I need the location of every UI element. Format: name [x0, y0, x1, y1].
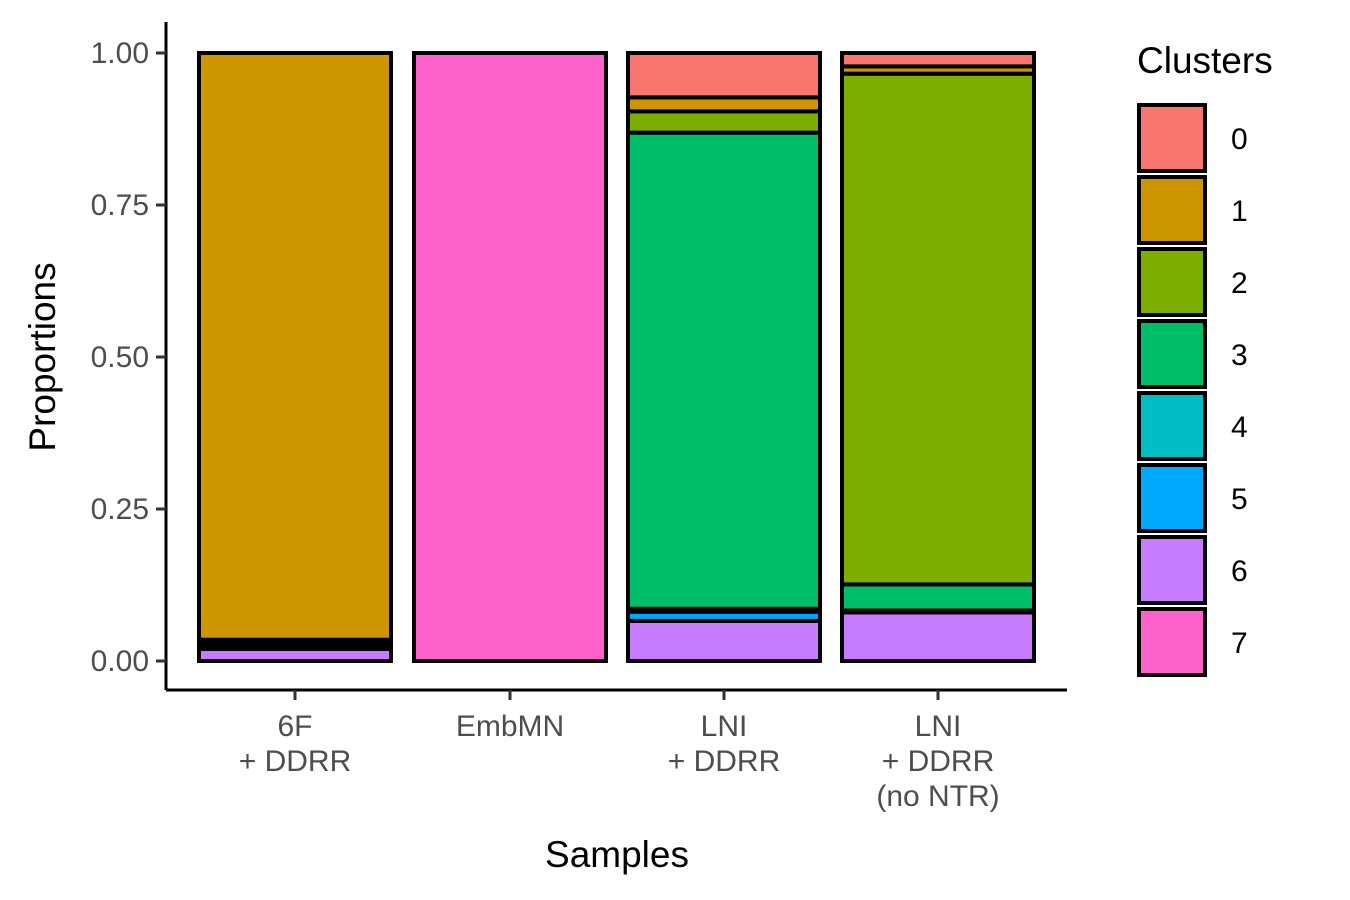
legend-key [1137, 607, 1207, 677]
x-axis: 6F + DDRR EmbMN LNI + DDRR LNI + DDRR (no NTR) [166, 688, 1067, 813]
legend-title: Clusters [1137, 40, 1273, 81]
legend-key [1137, 103, 1207, 173]
legend: Clusters 0 1 2 3 4 5 6 7 [1137, 40, 1273, 677]
legend-item-0: 0 [1137, 103, 1248, 173]
legend-key [1137, 535, 1207, 605]
bar-group-0 [197, 51, 393, 664]
legend-label: 0 [1231, 123, 1248, 156]
legend-key [1137, 175, 1207, 245]
y-tick-label: 0.00 [91, 645, 149, 678]
bar-segment-cluster-3 [626, 130, 822, 611]
legend-item-4: 4 [1137, 391, 1248, 461]
legend-key [1137, 319, 1207, 389]
y-axis-title: Proportions [22, 262, 63, 451]
y-tick-label: 1.00 [91, 37, 149, 70]
legend-key [1137, 463, 1207, 533]
plot-area [197, 51, 1036, 664]
bar-segment-cluster-6 [626, 618, 822, 664]
bar-segment-cluster-7 [412, 51, 608, 663]
bar-segment-cluster-0 [840, 51, 1036, 69]
legend-key [1137, 247, 1207, 317]
x-tick-label: LNI + DDRR (no NTR) [876, 710, 999, 813]
bar-segment-cluster-2 [626, 109, 822, 135]
legend-item-2: 2 [1137, 247, 1248, 317]
y-axis: 0.00 0.25 0.50 0.75 1.00 [91, 22, 168, 690]
y-tick-label: 0.75 [91, 189, 149, 222]
bar-segment-cluster-1 [197, 51, 393, 642]
legend-item-6: 6 [1137, 535, 1248, 605]
legend-label: 4 [1231, 411, 1248, 444]
legend-label: 7 [1231, 627, 1248, 660]
legend-item-3: 3 [1137, 319, 1248, 389]
legend-label: 6 [1231, 555, 1248, 588]
bar-segment-cluster-6 [840, 610, 1036, 663]
bar-group-1 [412, 51, 608, 663]
legend-key [1137, 391, 1207, 461]
x-axis-title: Samples [545, 834, 689, 875]
y-tick-label: 0.50 [91, 341, 149, 374]
legend-item-7: 7 [1137, 607, 1248, 677]
bar-group-2 [626, 51, 822, 664]
bar-segment-cluster-1 [626, 95, 822, 114]
x-tick-label: 6F + DDRR [239, 710, 352, 778]
bar-segment-cluster-2 [840, 71, 1036, 587]
bar-segment-cluster-0 [626, 51, 822, 100]
x-tick-label: LNI + DDRR [668, 710, 781, 778]
bar-group-3 [840, 51, 1036, 663]
y-tick-label: 0.25 [91, 493, 149, 526]
legend-item-1: 1 [1137, 175, 1248, 245]
legend-label: 2 [1231, 267, 1248, 300]
bar-segment-cluster-3 [840, 582, 1036, 613]
legend-item-5: 5 [1137, 463, 1248, 533]
x-tick-label: EmbMN [456, 710, 564, 743]
legend-label: 5 [1231, 483, 1248, 516]
legend-label: 3 [1231, 339, 1248, 372]
legend-label: 1 [1231, 195, 1248, 228]
